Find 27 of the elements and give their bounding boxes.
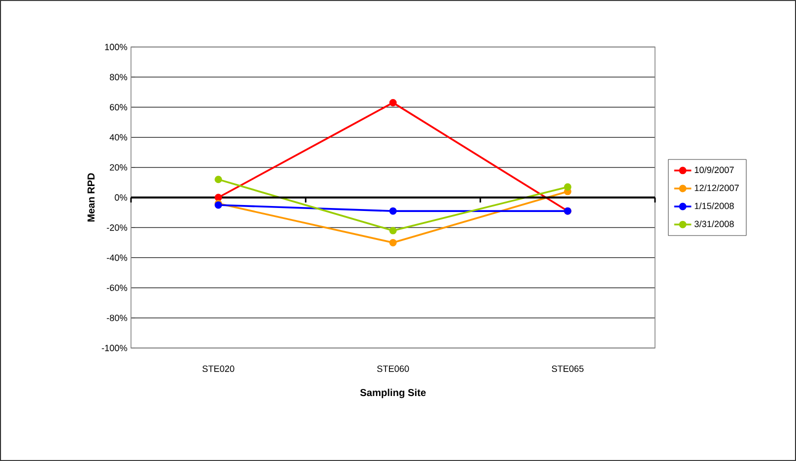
y-tick-label: -100% xyxy=(102,344,128,352)
y-tick-label: 0% xyxy=(114,194,128,201)
y-tick-label: -80% xyxy=(106,314,128,322)
x-tick-label: STE065 xyxy=(552,366,584,372)
legend-label: 10/9/2007 xyxy=(694,166,734,174)
y-tick-label: 40% xyxy=(110,134,128,140)
x-tick-label: STE060 xyxy=(377,366,409,372)
y-tick-label: 100% xyxy=(105,44,128,50)
legend-label: 12/12/2007 xyxy=(694,184,739,192)
y-tick-label: -60% xyxy=(106,284,128,291)
point xyxy=(214,176,222,184)
y-tick-label: 60% xyxy=(110,104,128,110)
point xyxy=(214,194,222,202)
y-axis-title: Mean RPD xyxy=(88,173,95,222)
x-tick-label: STE020 xyxy=(202,366,234,372)
point xyxy=(389,238,397,246)
point xyxy=(389,207,397,215)
y-tick-label: -40% xyxy=(106,254,128,261)
point xyxy=(389,98,397,106)
y-tick-label: 80% xyxy=(110,74,128,80)
legend-label: 3/31/2008 xyxy=(694,220,734,228)
point xyxy=(389,226,397,234)
y-tick-label: -20% xyxy=(106,224,128,231)
point xyxy=(564,183,572,191)
x-axis-title: Sampling Site xyxy=(360,388,426,398)
legend-label: 1/15/2008 xyxy=(694,202,734,210)
y-tick-label: 20% xyxy=(110,164,128,171)
